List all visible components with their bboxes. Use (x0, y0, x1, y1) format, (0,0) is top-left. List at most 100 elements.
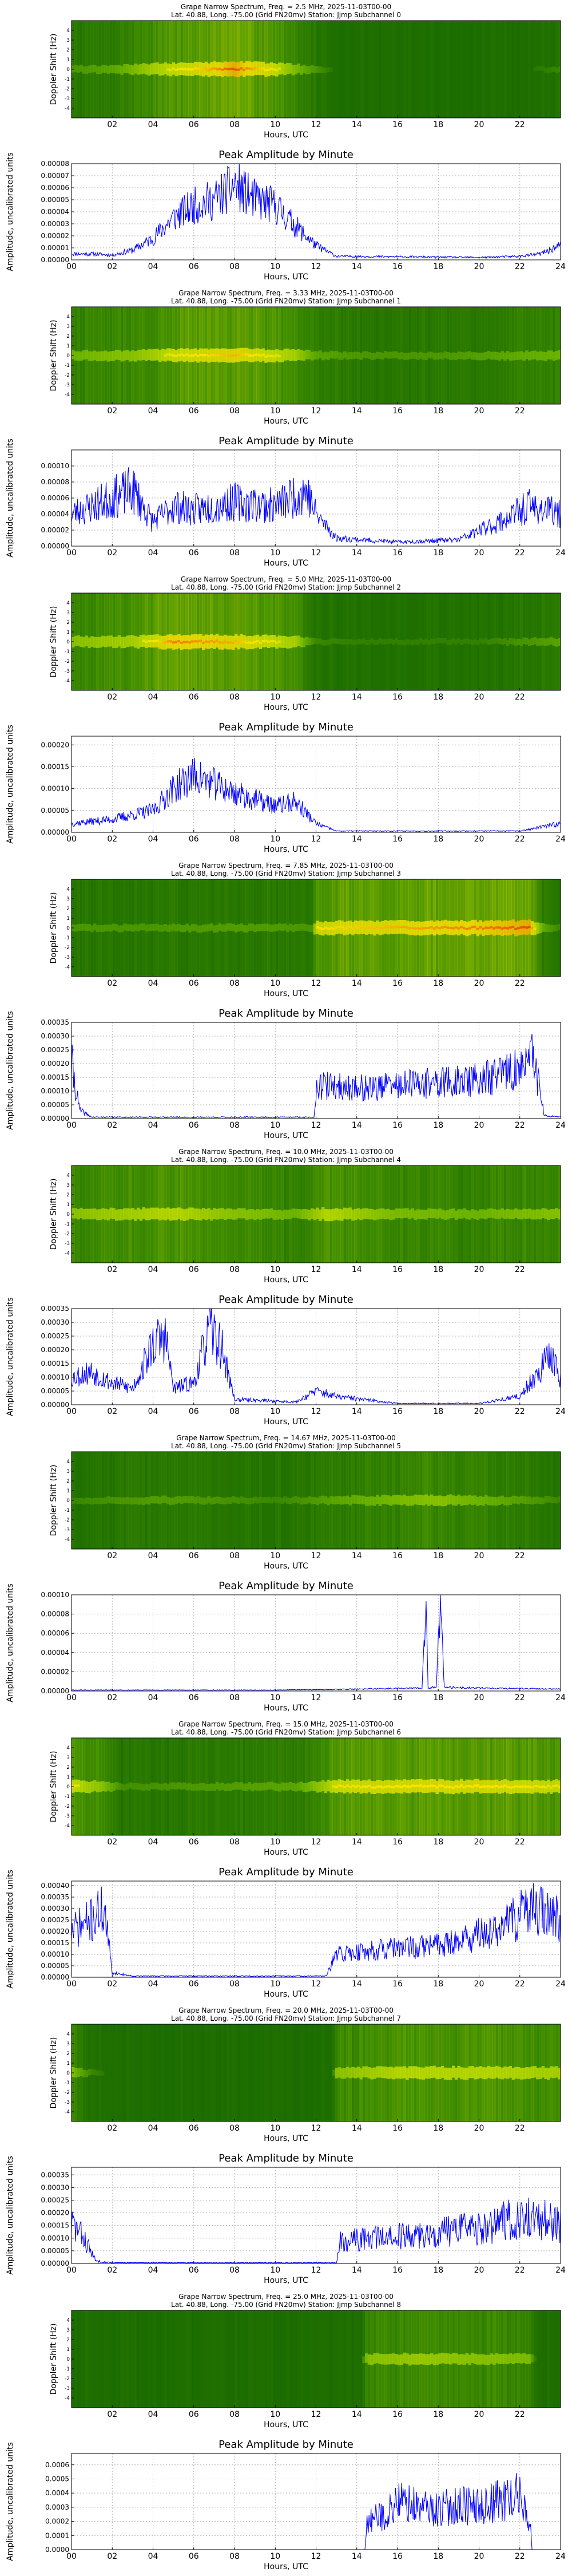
doppler-band (465, 1210, 469, 1220)
doppler-peak (490, 926, 493, 929)
y-tick-label: 3 (66, 2328, 70, 2333)
doppler-band (199, 1497, 202, 1504)
x-axis-label: Hours, UTC (264, 1562, 308, 1571)
doppler-band (528, 639, 531, 646)
spectrum-column (169, 2310, 173, 2408)
spectrum-column (235, 2310, 238, 2408)
x-tick-label: 22 (515, 693, 525, 702)
doppler-band (218, 923, 221, 931)
x-tick-label: 04 (148, 1407, 158, 1416)
spectrum-column (177, 2024, 181, 2121)
x-tick-label: 12 (311, 262, 321, 271)
spectrum-column (329, 2310, 333, 2408)
doppler-peak (174, 69, 178, 72)
spectrum-column (558, 2310, 561, 2408)
doppler-band (177, 1782, 181, 1789)
doppler-band (137, 1207, 140, 1219)
doppler-peak (343, 927, 347, 930)
doppler-band (166, 1496, 170, 1504)
doppler-band (148, 1497, 151, 1505)
doppler-band (297, 1782, 300, 1791)
x-tick-label: 22 (515, 2266, 525, 2275)
plot-frame (71, 163, 561, 260)
doppler-band (128, 65, 132, 75)
doppler-band (319, 638, 322, 645)
spectrum-column (283, 2024, 287, 2121)
doppler-band (430, 638, 434, 644)
doppler-band (172, 1208, 176, 1220)
doppler-band (88, 351, 91, 361)
doppler-peak (424, 927, 428, 930)
doppler-band (539, 1209, 542, 1220)
y-tick-label: 1 (66, 2347, 70, 2353)
spectrum-column (158, 2310, 162, 2408)
doppler-band (530, 2066, 534, 2079)
doppler-band (280, 1498, 284, 1504)
doppler-band (403, 2066, 406, 2079)
doppler-band (137, 64, 140, 75)
spectrum-column (196, 2310, 200, 2408)
spectrum-column (128, 2024, 132, 2121)
doppler-peak (251, 641, 254, 644)
y-tick-label: 0.00003 (41, 220, 69, 228)
doppler-band (142, 1784, 145, 1791)
doppler-peak (468, 927, 471, 930)
doppler-band (438, 2353, 442, 2364)
amplitude-series-line (71, 1034, 561, 1119)
y-tick-label: 0 (66, 1498, 70, 1504)
spectrum-column (370, 21, 374, 118)
chart-subtitle: Lat. 40.88, Long. -75.00 (Grid FN20mv) S… (171, 1728, 401, 1736)
doppler-band (495, 351, 499, 360)
doppler-band (286, 1498, 289, 1504)
doppler-peak (235, 68, 238, 71)
doppler-peak (365, 1785, 368, 1788)
spectrum-column (345, 21, 349, 118)
doppler-peak (324, 926, 328, 929)
doppler-band (90, 1781, 94, 1792)
doppler-band (517, 1209, 521, 1219)
doppler-band (443, 351, 447, 358)
y-tick-label: 0.00000 (41, 1401, 69, 1409)
doppler-band (286, 1783, 289, 1791)
doppler-band (278, 923, 281, 931)
doppler-peak (511, 1785, 515, 1788)
doppler-band (539, 923, 542, 934)
doppler-peak (232, 354, 235, 357)
doppler-band (319, 1496, 322, 1504)
doppler-band (177, 1207, 181, 1219)
doppler-band (272, 1496, 276, 1503)
doppler-peak (251, 68, 254, 70)
doppler-band (544, 1208, 547, 1219)
spectrum-column (476, 21, 480, 118)
x-tick-label: 02 (107, 693, 117, 702)
doppler-band (112, 637, 116, 649)
doppler-band (93, 923, 97, 931)
doppler-band (541, 923, 545, 932)
spectrum-column (142, 2024, 145, 2121)
spectrum-column (123, 2024, 126, 2121)
doppler-band (381, 2066, 384, 2079)
doppler-band (321, 1207, 325, 1219)
doppler-band (443, 1496, 447, 1507)
doppler-band (128, 1208, 132, 1220)
doppler-band (471, 2066, 474, 2079)
spectrum-column (259, 2024, 263, 2121)
doppler-band (161, 1783, 165, 1791)
spectrum-column (123, 2310, 126, 2408)
doppler-band (365, 2353, 368, 2363)
y-tick-label: -4 (65, 2109, 70, 2115)
doppler-band (264, 1497, 268, 1503)
doppler-peak (261, 639, 265, 642)
doppler-band (552, 351, 556, 361)
y-tick-label: 0.00015 (41, 762, 69, 771)
doppler-peak (210, 639, 213, 642)
spectrum-column (128, 2310, 132, 2408)
doppler-band (174, 1496, 178, 1504)
x-tick-label: 02 (107, 1407, 117, 1416)
doppler-peak (367, 1784, 371, 1787)
doppler-peak (177, 640, 181, 643)
doppler-peak (487, 1785, 491, 1788)
y-tick-label: -1 (65, 1508, 70, 1514)
doppler-band (98, 2070, 102, 2076)
y-tick-label: 2 (66, 906, 70, 912)
